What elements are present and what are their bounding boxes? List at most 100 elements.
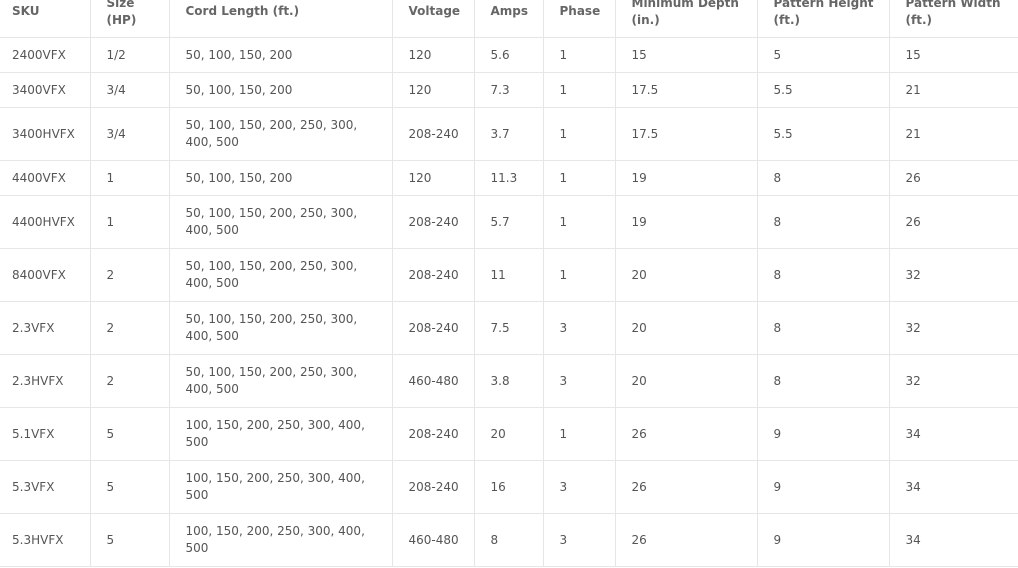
table-row: 5.1VFX 5 100, 150, 200, 250, 300, 400, 500… <box>0 407 1018 461</box>
table-cell: 20 <box>473 407 544 461</box>
table-cell: 2 <box>89 301 170 355</box>
column-header: Pattern Height (ft.) <box>756 0 890 38</box>
table-cell: 2400VFX <box>0 37 91 73</box>
table-cell: 4400HVFX <box>0 195 91 249</box>
table-cell: 3 <box>542 301 616 355</box>
column-header: Pattern Width (ft.) <box>888 0 1018 38</box>
table-cell: 5 <box>89 513 170 567</box>
table-cell: 5 <box>89 460 170 514</box>
table-cell: 34 <box>888 513 1018 567</box>
table-cell: 5.6 <box>473 37 544 73</box>
table-cell: 3.8 <box>473 354 544 408</box>
table-cell: 16 <box>473 460 544 514</box>
table-cell: 120 <box>391 160 475 196</box>
table-row: 3400VFX 3/4 50, 100, 150, 200 120 7.3 1 17.5 5.… <box>0 72 1018 108</box>
header-row: SKU Size (HP) Cord Length (ft.) Voltage Amps… <box>0 0 1018 38</box>
column-header: Size (HP) <box>89 0 170 38</box>
table-cell: 50, 100, 150, 200, 250, 300, 400, 500 <box>168 195 393 249</box>
table-cell: 100, 150, 200, 250, 300, 400, 500 <box>168 513 393 567</box>
table-row: 5.3HVFX 5 100, 150, 200, 250, 300, 400, 50… <box>0 513 1018 567</box>
table-cell: 50, 100, 150, 200, 250, 300, 400, 500 <box>168 301 393 355</box>
column-header: Voltage <box>391 0 475 38</box>
column-header: Minimum Depth (in.) <box>614 0 758 38</box>
table-cell: 20 <box>614 354 758 408</box>
table-cell: 50, 100, 150, 200 <box>168 160 393 196</box>
table-cell: 5.5 <box>756 72 890 108</box>
table-cell: 2.3VFX <box>0 301 91 355</box>
table-cell: 3 <box>542 460 616 514</box>
table-row: 3400HVFX 3/4 50, 100, 150, 200, 250, 300, … <box>0 107 1018 161</box>
table-cell: 208-240 <box>391 107 475 161</box>
table-cell: 460-480 <box>391 513 475 567</box>
table-cell: 208-240 <box>391 248 475 302</box>
table-cell: 50, 100, 150, 200 <box>168 72 393 108</box>
table-cell: 26 <box>888 195 1018 249</box>
table-cell: 17.5 <box>614 72 758 108</box>
table-cell: 1 <box>89 160 170 196</box>
table-cell: 26 <box>614 407 758 461</box>
table-cell: 208-240 <box>391 407 475 461</box>
table-cell: 208-240 <box>391 195 475 249</box>
table-cell: 5 <box>89 407 170 461</box>
table-cell: 1 <box>542 407 616 461</box>
table-cell: 32 <box>888 301 1018 355</box>
table-cell: 460-480 <box>391 354 475 408</box>
table-cell: 100, 150, 200, 250, 300, 400, 500 <box>168 407 393 461</box>
table-cell: 7.5 <box>473 301 544 355</box>
table-cell: 2 <box>89 248 170 302</box>
table-cell: 50, 100, 150, 200, 250, 300, 400, 500 <box>168 354 393 408</box>
table-cell: 26 <box>614 460 758 514</box>
table-cell: 50, 100, 150, 200 <box>168 37 393 73</box>
table-cell: 20 <box>614 301 758 355</box>
table-cell: 21 <box>888 72 1018 108</box>
table-cell: 20 <box>614 248 758 302</box>
table-cell: 8 <box>756 248 890 302</box>
table-cell: 34 <box>888 460 1018 514</box>
table-cell: 15 <box>888 37 1018 73</box>
table-cell: 11 <box>473 248 544 302</box>
table-cell: 50, 100, 150, 200, 250, 300, 400, 500 <box>168 107 393 161</box>
table-cell: 21 <box>888 107 1018 161</box>
table-cell: 1 <box>542 107 616 161</box>
table-cell: 50, 100, 150, 200, 250, 300, 400, 500 <box>168 248 393 302</box>
column-header: Cord Length (ft.) <box>168 0 393 38</box>
column-header: Phase <box>542 0 616 38</box>
table-cell: 120 <box>391 37 475 73</box>
table-cell: 8 <box>756 195 890 249</box>
table-cell: 3.7 <box>473 107 544 161</box>
table-cell: 15 <box>614 37 758 73</box>
table-cell: 5.1VFX <box>0 407 91 461</box>
table-cell: 9 <box>756 513 890 567</box>
table-row: 2.3VFX 2 50, 100, 150, 200, 250, 300, 400,… <box>0 301 1018 355</box>
table-cell: 3400VFX <box>0 72 91 108</box>
table-cell: 1 <box>89 195 170 249</box>
table-cell: 1 <box>542 195 616 249</box>
table-cell: 5.5 <box>756 107 890 161</box>
table-cell: 26 <box>888 160 1018 196</box>
table-row: 4400HVFX 1 50, 100, 150, 200, 250, 300, 40… <box>0 195 1018 249</box>
table-cell: 26 <box>614 513 758 567</box>
table-row: 4400VFX 1 50, 100, 150, 200 120 11.3 1 19 8 26 <box>0 160 1018 196</box>
table-cell: 208-240 <box>391 460 475 514</box>
table-cell: 2 <box>89 354 170 408</box>
table-cell: 5.3HVFX <box>0 513 91 567</box>
table-cell: 32 <box>888 354 1018 408</box>
table-cell: 7.3 <box>473 72 544 108</box>
table-cell: 2.3HVFX <box>0 354 91 408</box>
table-body: 2400VFX 1/2 50, 100, 150, 200 120 5.6 1 15 5 15 3… <box>0 37 1018 567</box>
table-cell: 208-240 <box>391 301 475 355</box>
table-cell: 5.3VFX <box>0 460 91 514</box>
table-cell: 34 <box>888 407 1018 461</box>
table-cell: 1 <box>542 37 616 73</box>
table-cell: 1 <box>542 160 616 196</box>
table-cell: 8 <box>756 354 890 408</box>
table-cell: 3 <box>542 513 616 567</box>
table-cell: 5.7 <box>473 195 544 249</box>
table-row: 2400VFX 1/2 50, 100, 150, 200 120 5.6 1 15 5 15 <box>0 37 1018 73</box>
table-cell: 100, 150, 200, 250, 300, 400, 500 <box>168 460 393 514</box>
table-cell: 8400VFX <box>0 248 91 302</box>
table-cell: 3/4 <box>89 72 170 108</box>
table-cell: 19 <box>614 160 758 196</box>
